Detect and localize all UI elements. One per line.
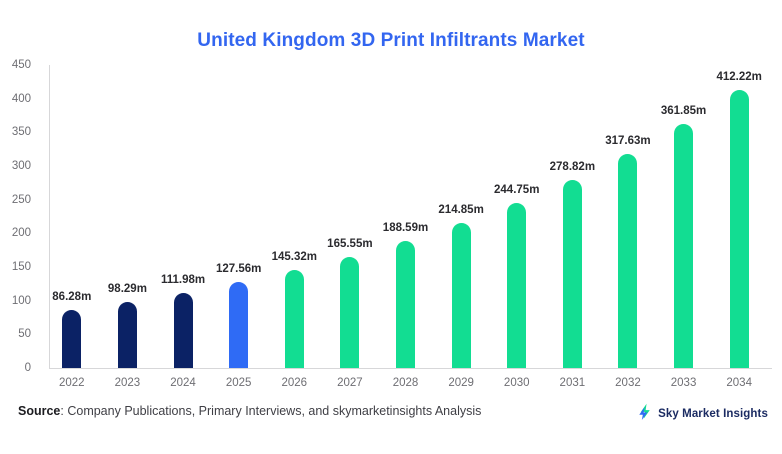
x-axis-tick-label-2034: 2034 bbox=[726, 377, 752, 389]
lightning-bolt-icon bbox=[637, 403, 654, 425]
x-axis-tick-label-2026: 2026 bbox=[281, 377, 308, 389]
bar-2032[interactable] bbox=[618, 154, 638, 368]
page-title: United Kingdom 3D Print Infiltrants Mark… bbox=[197, 30, 585, 51]
source-separator: : bbox=[60, 404, 68, 418]
x-axis-tick-label-2025: 2025 bbox=[225, 377, 252, 389]
bar-value-label: 86.28m bbox=[52, 290, 92, 303]
x-axis-tick-label-2027: 2027 bbox=[337, 377, 363, 389]
bar-2026[interactable] bbox=[284, 270, 304, 368]
bar-chart-plot-area: 0 50 100 150 200 250 300 350 400 450 86.28m 98.29m… bbox=[12, 59, 772, 389]
bar-value-label: 244.75m bbox=[494, 184, 540, 197]
bar-2033[interactable] bbox=[674, 124, 694, 368]
bar-2030[interactable] bbox=[507, 203, 527, 368]
bar-value-label: 361.85m bbox=[660, 105, 707, 118]
y-axis-tick-label: 100 bbox=[11, 294, 31, 307]
bar-2025[interactable] bbox=[229, 282, 249, 368]
bar-2028[interactable] bbox=[396, 241, 415, 368]
x-axis-tick-label-2032: 2032 bbox=[615, 377, 641, 389]
bar-value-label: 165.55m bbox=[327, 237, 373, 250]
bar-2023[interactable] bbox=[117, 301, 137, 368]
bar-2024[interactable] bbox=[173, 292, 193, 368]
bar-value-label: 278.82m bbox=[549, 161, 596, 174]
bar-value-label: 145.32m bbox=[271, 251, 317, 264]
bar-2022[interactable] bbox=[62, 309, 82, 368]
x-axis-tick-label-2031: 2031 bbox=[559, 377, 586, 389]
bar-value-label: 127.56m bbox=[215, 263, 262, 276]
bar-value-label: 188.59m bbox=[382, 222, 429, 235]
x-axis-tick-label-2028: 2028 bbox=[392, 377, 419, 389]
y-axis-tick-label: 400 bbox=[11, 92, 31, 105]
bar-value-label: 111.98m bbox=[160, 273, 206, 286]
bar-value-label: 317.63m bbox=[605, 135, 651, 148]
x-axis-line bbox=[49, 368, 772, 369]
bar-value-label: 412.22m bbox=[716, 71, 762, 84]
x-axis-tick-label-2022: 2022 bbox=[59, 377, 85, 389]
brand-logo-text: Sky Market Insights bbox=[658, 408, 768, 420]
y-axis-tick-label: 250 bbox=[11, 193, 31, 206]
x-axis-tick-label-2030: 2030 bbox=[503, 377, 530, 389]
y-axis-tick-label: 200 bbox=[11, 227, 31, 240]
x-axis-tick-label-2023: 2023 bbox=[114, 377, 141, 389]
source-value: Company Publications, Primary Interviews… bbox=[67, 404, 482, 418]
source-label: Source bbox=[18, 404, 61, 418]
bar-2034[interactable] bbox=[729, 90, 749, 368]
y-axis-tick-label: 300 bbox=[11, 160, 31, 172]
bar-2031[interactable] bbox=[562, 180, 582, 368]
y-axis-tick-label: 450 bbox=[11, 59, 31, 71]
y-axis-tick-label: 50 bbox=[18, 328, 31, 341]
x-axis-tick-label-2024: 2024 bbox=[170, 377, 196, 389]
chart-footer: Source: Company Publications, Primary In… bbox=[0, 398, 782, 454]
x-axis-tick-label-2029: 2029 bbox=[448, 377, 474, 389]
y-axis-tick-label: 350 bbox=[11, 126, 31, 139]
x-axis-tick-label-2033: 2033 bbox=[670, 377, 697, 389]
bar-2027[interactable] bbox=[340, 256, 360, 368]
bar-value-label: 98.29m bbox=[107, 282, 147, 295]
bar-2029[interactable] bbox=[451, 223, 471, 368]
y-axis-tick-label: 0 bbox=[24, 362, 31, 374]
source-note: Source: Company Publications, Primary In… bbox=[18, 404, 481, 418]
bar-value-label: 214.85m bbox=[438, 204, 484, 217]
y-axis-line bbox=[49, 65, 50, 368]
brand-logo: Sky Market Insights bbox=[637, 403, 768, 425]
y-axis-tick-label: 150 bbox=[11, 261, 31, 273]
